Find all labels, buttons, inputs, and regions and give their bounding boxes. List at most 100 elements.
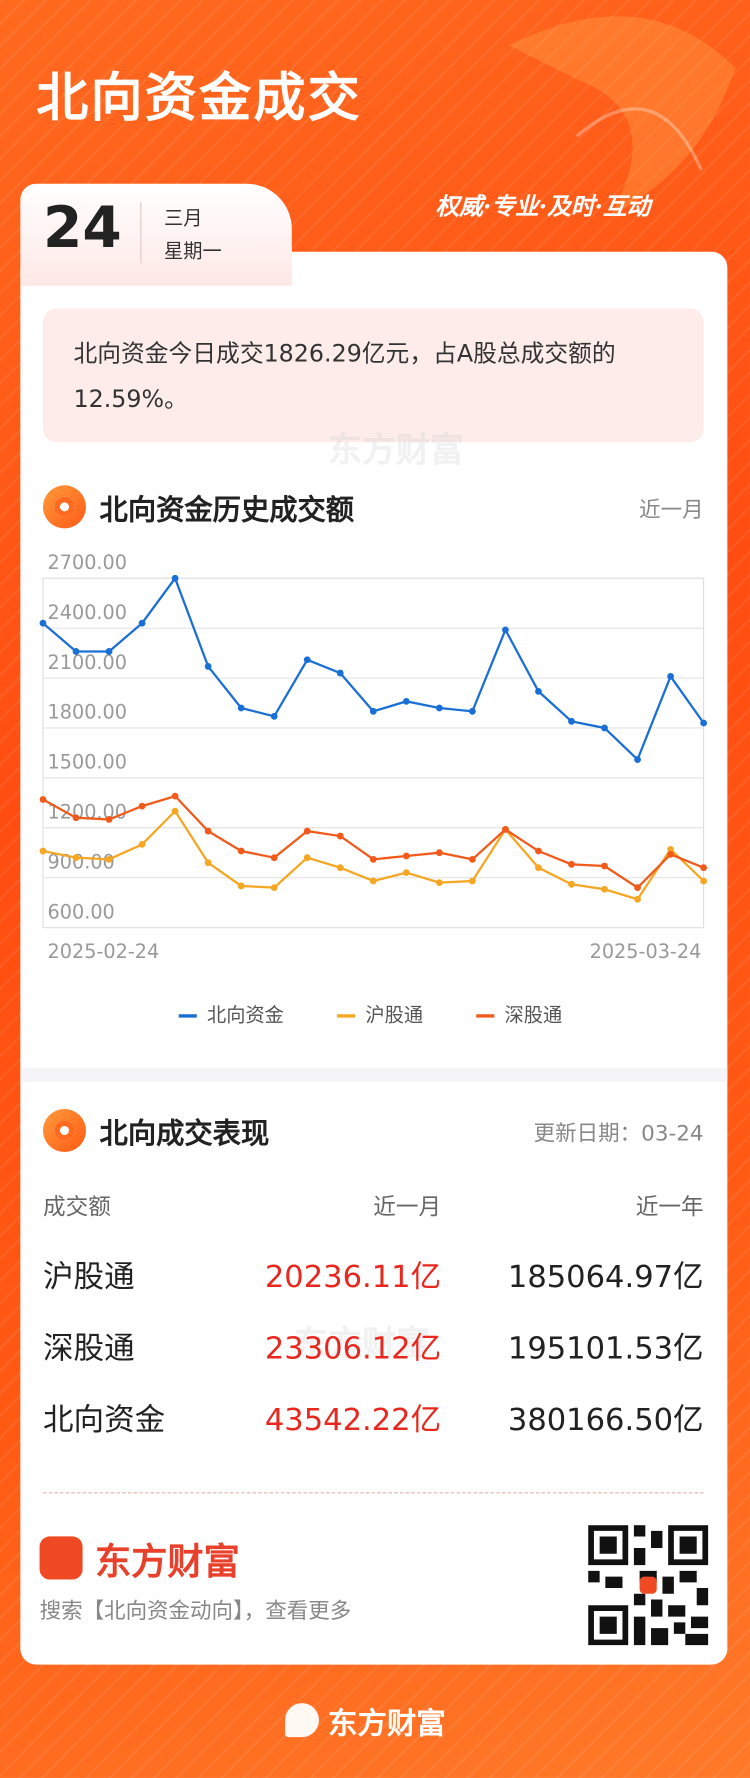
data-point xyxy=(535,847,542,855)
qr-logo xyxy=(639,1576,657,1594)
table-cell: 43542.22亿 xyxy=(264,1402,442,1438)
data-point xyxy=(303,827,311,835)
bottom-brand: 东方财富 xyxy=(328,1707,446,1742)
y-tick-label: 1800.00 xyxy=(48,701,128,724)
data-point xyxy=(700,877,707,885)
data-point xyxy=(568,860,575,868)
data-point xyxy=(336,864,344,872)
data-point xyxy=(667,845,674,853)
data-point xyxy=(39,847,47,855)
legend-label: 沪股通 xyxy=(365,1003,423,1026)
brand: 东方财富 xyxy=(95,1539,240,1583)
data-point xyxy=(468,707,476,715)
data-point xyxy=(138,802,146,810)
data-point xyxy=(369,707,377,715)
data-point xyxy=(204,859,212,867)
data-point xyxy=(204,827,212,835)
data-point xyxy=(502,626,509,634)
summary-box: 北向资金今日成交1826.29亿元，占A股总成交额的12.59%。 xyxy=(42,308,704,443)
watermark: 东方财富 xyxy=(328,430,464,471)
data-point xyxy=(303,854,311,862)
data-point xyxy=(270,854,278,862)
update-date: 更新日期：03-24 xyxy=(533,1121,704,1147)
y-tick-label: 1500.00 xyxy=(48,751,128,774)
data-point xyxy=(171,807,179,815)
y-tick-label: 2400.00 xyxy=(48,601,128,624)
data-point xyxy=(634,884,641,892)
decoration xyxy=(509,16,736,216)
y-tick-label: 2100.00 xyxy=(48,651,128,674)
qr-modules xyxy=(588,1525,709,1646)
data-point xyxy=(369,877,377,885)
data-point xyxy=(336,669,344,677)
date-day: 24 xyxy=(42,195,122,261)
data-point xyxy=(435,849,443,857)
table-cell: 195101.53亿 xyxy=(507,1331,704,1367)
data-point xyxy=(72,814,80,822)
data-point xyxy=(171,792,179,800)
data-point xyxy=(568,880,575,888)
data-point xyxy=(535,687,542,695)
data-point xyxy=(435,704,443,712)
data-point xyxy=(634,895,641,903)
data-point xyxy=(237,847,245,855)
data-point xyxy=(435,879,443,887)
table-cell: 20236.11亿 xyxy=(264,1259,442,1295)
data-point xyxy=(105,648,113,655)
y-tick-label: 2700.00 xyxy=(48,551,128,574)
y-tick-label: 1200.00 xyxy=(48,800,128,823)
data-point xyxy=(303,656,311,664)
data-point xyxy=(336,832,344,840)
date-weekday: 星期一 xyxy=(164,240,222,264)
data-point xyxy=(502,826,509,833)
period: 近一月 xyxy=(639,497,704,523)
separator xyxy=(140,201,142,264)
data-point xyxy=(667,850,674,858)
data-point xyxy=(402,852,410,860)
data-point xyxy=(700,719,707,727)
data-point xyxy=(270,712,278,720)
deco-arc xyxy=(509,16,736,216)
data-point xyxy=(601,724,608,732)
date-tab xyxy=(20,183,292,286)
data-point xyxy=(105,816,113,823)
data-point xyxy=(105,855,113,863)
data-point xyxy=(468,877,476,885)
table-cell: 185064.97亿 xyxy=(507,1259,704,1295)
table-cell: 380166.50亿 xyxy=(507,1402,704,1438)
legend-label: 北向资金 xyxy=(207,1003,284,1026)
search-hint: 搜索【北向资金动向】，查看更多 xyxy=(39,1598,352,1624)
data-point xyxy=(468,855,476,863)
x-tick-label: 2025-03-24 xyxy=(590,940,702,963)
chart: 600.00900.001200.001500.001800.002100.00… xyxy=(39,551,707,1026)
data-point xyxy=(237,882,245,890)
card xyxy=(20,251,728,1665)
data-point xyxy=(39,619,47,627)
data-point xyxy=(138,619,146,627)
table-cell: 23306.12亿 xyxy=(264,1331,442,1367)
section-icon xyxy=(42,485,86,529)
logo xyxy=(39,1536,83,1580)
section-band xyxy=(20,1068,728,1082)
data-point xyxy=(39,796,47,803)
section-title: 北向资金历史成交额 xyxy=(99,493,355,527)
data-point xyxy=(402,697,410,705)
legend-label: 深股通 xyxy=(504,1003,562,1026)
data-point xyxy=(535,864,542,872)
data-point xyxy=(568,717,575,725)
data-point xyxy=(270,884,278,892)
title: 北向资金成交 xyxy=(36,66,362,129)
table-header: 成交额 xyxy=(42,1192,111,1221)
data-point xyxy=(634,756,641,763)
summary-text: 北向资金今日成交1826.29亿元，占A股总成交额的12.59%。 xyxy=(73,340,616,413)
y-tick-label: 600.00 xyxy=(48,900,115,923)
data-point xyxy=(601,885,608,893)
plot-frame xyxy=(42,577,705,929)
series-line xyxy=(42,575,705,762)
table-header: 近一月 xyxy=(373,1192,442,1221)
data-point xyxy=(700,864,707,872)
date-month: 三月 xyxy=(164,207,203,231)
section-title: 北向成交表现 xyxy=(99,1116,270,1150)
